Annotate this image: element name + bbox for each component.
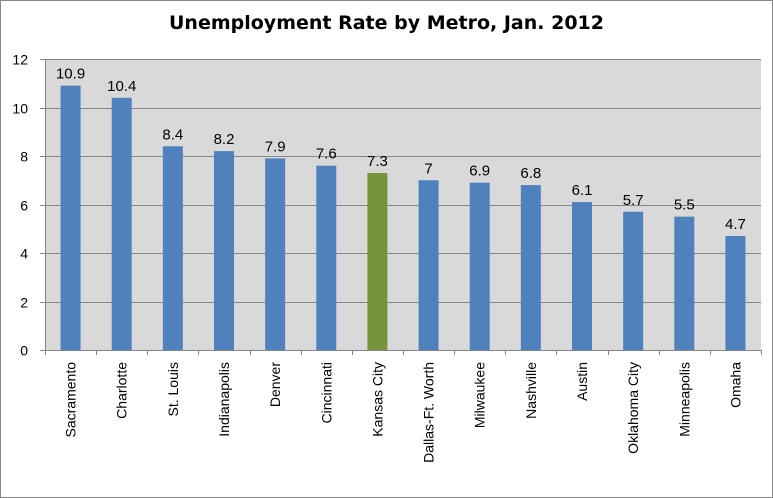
category-label: Cincinnati — [318, 362, 334, 423]
y-tick-label: 2 — [20, 295, 28, 311]
bar — [418, 180, 439, 350]
data-label: 10.4 — [107, 78, 136, 95]
y-tick-label: 4 — [20, 246, 28, 262]
data-label: 7 — [424, 160, 432, 177]
data-label: 5.5 — [674, 197, 695, 214]
y-tick-labels: 0 2 4 6 8 10 12 — [12, 52, 28, 359]
category-label: Austin — [574, 362, 590, 401]
bar — [367, 172, 388, 350]
data-label: 7.6 — [316, 146, 337, 163]
category-label: Sacramento — [63, 362, 79, 438]
y-tick-label: 6 — [20, 198, 28, 214]
category-label: Kansas City — [369, 362, 385, 437]
data-label: 6.9 — [469, 163, 490, 180]
data-label: 7.9 — [265, 138, 286, 155]
category-label: Minneapolis — [676, 362, 692, 437]
bar — [572, 202, 592, 350]
category-label: Indianapolis — [216, 362, 232, 437]
data-label: 10.9 — [56, 66, 85, 83]
bar — [725, 236, 746, 350]
data-label: 8.4 — [162, 126, 183, 143]
category-label: Nashville — [523, 362, 539, 419]
category-label: Denver — [267, 362, 283, 407]
y-tick-label: 0 — [20, 343, 28, 359]
bar — [214, 151, 234, 350]
bar — [316, 165, 337, 350]
category-label: Dallas-Ft. Worth — [421, 362, 437, 463]
bar — [623, 211, 644, 350]
axes — [40, 59, 762, 355]
bar — [520, 185, 541, 350]
bar — [111, 97, 132, 350]
bar — [674, 216, 695, 350]
y-tick-label: 12 — [12, 52, 28, 68]
category-label: Oklahoma City — [625, 362, 641, 454]
y-tick-label: 10 — [12, 101, 28, 117]
plot-area — [45, 59, 761, 350]
data-label: 6.1 — [572, 182, 593, 199]
data-label: 5.7 — [623, 192, 644, 209]
data-labels: 10.9 10.4 8.4 8.2 7.9 7.6 7.3 7 6.9 6.8 6.1 5.7 5.5 4… — [56, 66, 746, 233]
bars — [60, 85, 746, 351]
data-label: 4.7 — [725, 216, 746, 233]
category-label: Charlotte — [114, 362, 130, 419]
bar — [265, 158, 286, 350]
category-labels: Sacramento Charlotte St. Louis Indianapolis… — [63, 362, 744, 463]
chart-title: Unemployment Rate by Metro, Jan. 2012 — [169, 12, 604, 34]
bar — [469, 182, 490, 350]
bar — [162, 146, 183, 350]
data-label: 6.8 — [520, 165, 541, 182]
bar — [60, 85, 81, 351]
data-label: 7.3 — [367, 153, 388, 170]
category-label: Omaha — [727, 362, 743, 408]
y-tick-label: 8 — [20, 149, 28, 165]
category-label: St. Louis — [165, 362, 181, 416]
category-label: Milwaukee — [472, 362, 488, 428]
data-label: 8.2 — [214, 131, 235, 148]
